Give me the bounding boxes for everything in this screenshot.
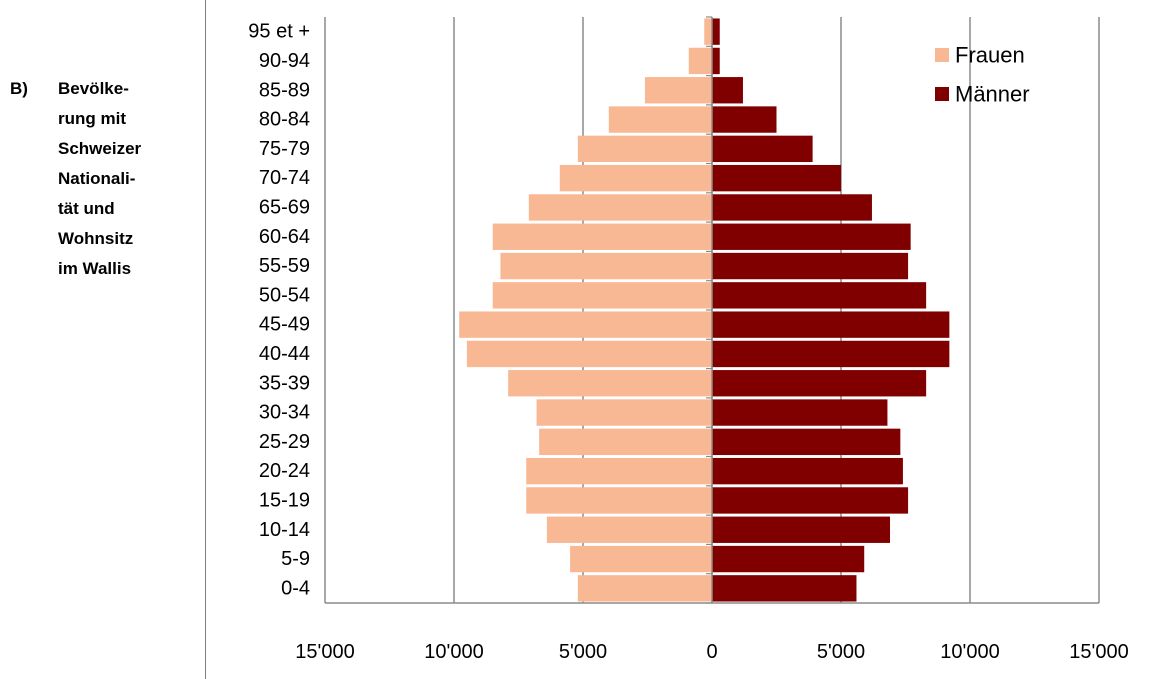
category-label: 80-84 [259, 109, 310, 131]
bar-maenner [712, 487, 908, 513]
bar-frauen [467, 341, 712, 367]
bar-maenner [712, 18, 720, 44]
category-label: 0-4 [281, 577, 310, 599]
bar-frauen [689, 48, 712, 74]
bar-frauen [578, 136, 712, 162]
category-label: 45-49 [259, 314, 310, 336]
bar-maenner [712, 546, 864, 572]
category-label: 70-74 [259, 167, 310, 189]
bar-frauen [459, 311, 712, 337]
bar-maenner [712, 370, 926, 396]
category-label: 35-39 [259, 372, 310, 394]
category-label: 75-79 [259, 138, 310, 160]
bar-frauen [609, 106, 712, 132]
category-label: 50-54 [259, 284, 310, 306]
legend-label: Frauen [955, 43, 1025, 68]
category-label: 60-64 [259, 226, 310, 248]
bar-frauen [537, 399, 712, 425]
category-label: 5-9 [281, 548, 310, 570]
bar-maenner [712, 399, 887, 425]
bar-maenner [712, 48, 720, 74]
category-label: 65-69 [259, 196, 310, 218]
bar-frauen [526, 487, 712, 513]
bar-frauen [493, 224, 712, 250]
bar-maenner [712, 194, 872, 220]
bar-maenner [712, 224, 911, 250]
bar-frauen [547, 517, 712, 543]
bar-frauen [526, 458, 712, 484]
bar-maenner [712, 165, 841, 191]
category-label: 30-34 [259, 402, 310, 424]
bar-maenner [712, 106, 777, 132]
x-tick-label: 10'000 [424, 641, 483, 663]
bar-frauen [539, 429, 712, 455]
bar-frauen [570, 546, 712, 572]
bar-frauen [578, 575, 712, 601]
bar-maenner [712, 429, 900, 455]
bar-frauen [493, 282, 712, 308]
bar-maenner [712, 311, 949, 337]
bar-maenner [712, 458, 903, 484]
bar-maenner [712, 517, 890, 543]
x-tick-label: 15'000 [1069, 641, 1128, 663]
x-tick-label: 10'000 [940, 641, 999, 663]
legend-swatch [935, 87, 949, 101]
bar-frauen [704, 18, 712, 44]
bar-frauen [500, 253, 712, 279]
bar-maenner [712, 341, 949, 367]
bar-frauen [529, 194, 712, 220]
x-tick-label: 5'000 [817, 641, 865, 663]
bar-frauen [508, 370, 712, 396]
category-label: 10-14 [259, 519, 310, 541]
bar-maenner [712, 575, 856, 601]
x-tick-label: 15'000 [295, 641, 354, 663]
category-label: 90-94 [259, 50, 310, 72]
category-label: 40-44 [259, 343, 310, 365]
legend-swatch [935, 48, 949, 62]
category-label: 20-24 [259, 460, 310, 482]
bar-maenner [712, 77, 743, 103]
category-label: 95 et + [248, 21, 310, 43]
x-tick-label: 0 [706, 641, 717, 663]
category-label: 55-59 [259, 255, 310, 277]
bar-maenner [712, 253, 908, 279]
bar-maenner [712, 136, 813, 162]
bar-frauen [560, 165, 712, 191]
bar-maenner [712, 282, 926, 308]
category-label: 15-19 [259, 489, 310, 511]
bar-frauen [645, 77, 712, 103]
x-tick-label: 5'000 [559, 641, 607, 663]
legend-label: Männer [955, 82, 1030, 107]
category-label: 85-89 [259, 79, 310, 101]
category-label: 25-29 [259, 431, 310, 453]
